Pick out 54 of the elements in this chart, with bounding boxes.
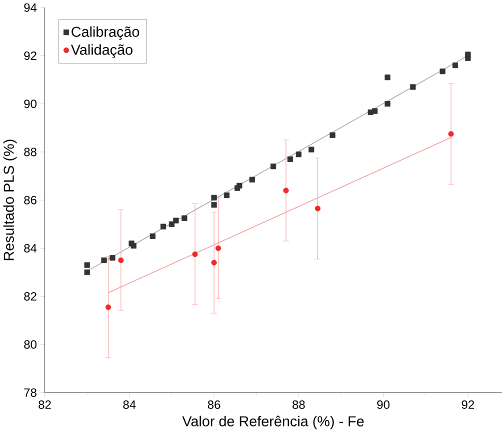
y-tick-label: 78 xyxy=(24,388,36,398)
point xyxy=(236,183,242,189)
y-axis-title: Resultado PLS (%) xyxy=(3,140,17,260)
x-tick-label: 88 xyxy=(292,400,305,410)
x-tick-label: 90 xyxy=(377,400,390,410)
y-tick-label: 94 xyxy=(24,4,37,12)
y-tick-label: 90 xyxy=(24,100,37,108)
point xyxy=(384,74,390,80)
y-tick-label: 84 xyxy=(24,244,37,253)
x-tick-label: 86 xyxy=(208,400,220,410)
point xyxy=(270,164,276,170)
x-tick-label: 84 xyxy=(123,400,136,410)
x-axis-title: Valor de Referência (%) - Fe xyxy=(182,416,364,430)
point xyxy=(84,270,90,276)
point xyxy=(84,262,90,268)
point xyxy=(211,202,217,208)
point xyxy=(452,62,458,68)
point xyxy=(211,260,217,266)
point xyxy=(465,52,471,58)
point xyxy=(118,258,124,264)
point xyxy=(249,177,255,183)
y-tick-label: 92 xyxy=(24,52,36,60)
point xyxy=(173,218,179,224)
point xyxy=(372,108,378,114)
point xyxy=(130,243,136,249)
point xyxy=(314,206,321,212)
point xyxy=(211,195,217,201)
point xyxy=(101,258,107,264)
point xyxy=(440,68,446,74)
x-tick-label: 92 xyxy=(462,400,474,410)
legend-label: Calibração xyxy=(72,26,140,40)
point xyxy=(410,84,416,90)
point xyxy=(150,234,156,240)
point xyxy=(448,131,454,137)
point xyxy=(384,101,390,107)
point xyxy=(192,252,198,258)
legend-label: Validação xyxy=(70,44,132,58)
point xyxy=(283,188,289,194)
point xyxy=(105,304,112,310)
x-tick-label: 82 xyxy=(38,400,51,410)
point xyxy=(168,222,175,228)
point xyxy=(308,146,314,153)
point xyxy=(110,255,116,261)
point xyxy=(160,224,166,230)
point xyxy=(287,156,294,162)
y-tick-label: 82 xyxy=(24,292,36,301)
y-tick-label: 86 xyxy=(24,196,36,205)
point xyxy=(224,192,230,198)
point xyxy=(182,216,188,222)
point xyxy=(330,132,336,138)
point xyxy=(215,246,222,252)
y-tick-label: 80 xyxy=(24,340,37,349)
y-tick-label: 88 xyxy=(24,148,36,156)
point xyxy=(296,152,302,158)
